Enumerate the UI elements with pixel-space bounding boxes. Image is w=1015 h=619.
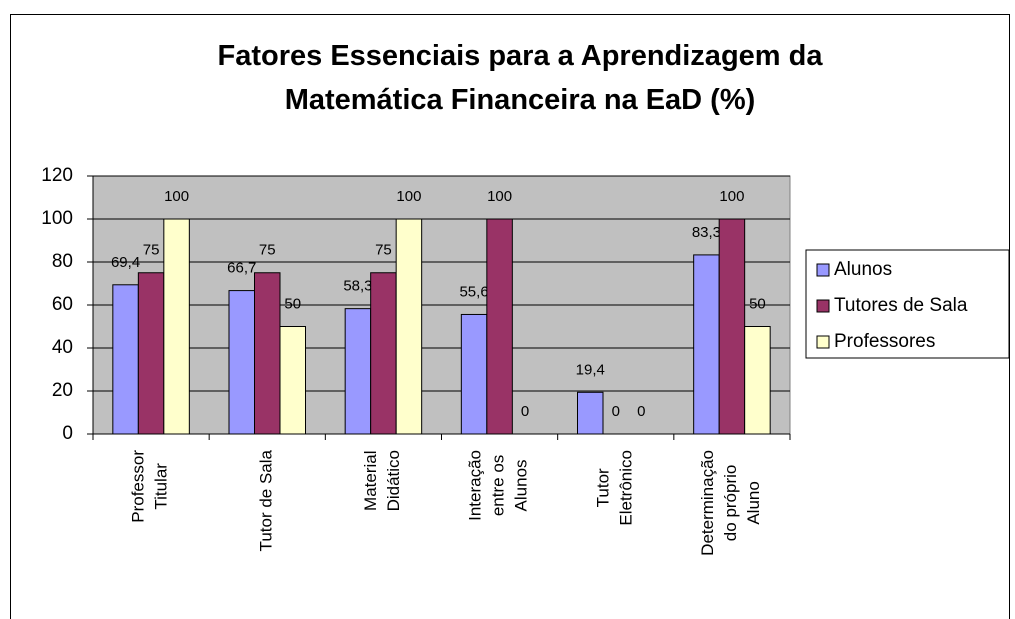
legend-swatch [816, 299, 830, 313]
bar [279, 326, 306, 435]
legend-label: Alunos [834, 259, 892, 280]
data-label: 83,3 [692, 224, 721, 241]
data-label: 0 [612, 403, 620, 420]
bar [163, 218, 190, 435]
bar [254, 272, 281, 435]
x-tick-label: Tutor Eletrônico [594, 450, 636, 526]
y-tick-label: 0 [62, 423, 73, 444]
data-label: 100 [487, 188, 512, 205]
bar [577, 391, 604, 435]
bar [395, 218, 423, 435]
bar [693, 254, 720, 435]
data-label: 50 [749, 295, 766, 312]
bar [228, 290, 255, 435]
y-tick-label: 60 [52, 294, 73, 315]
legend-swatch [816, 335, 830, 349]
y-tick-label: 20 [52, 380, 73, 401]
legend-label: Professores [834, 331, 935, 352]
x-tick-label: Tutor de Sala [257, 449, 276, 551]
bar [744, 326, 771, 435]
data-label: 0 [521, 403, 529, 420]
data-label: 19,4 [576, 361, 605, 378]
bar [344, 308, 372, 435]
data-label: 55,6 [459, 283, 488, 300]
x-tick-label: Interação entre os Alunos [466, 450, 531, 521]
legend-label: Tutores de Sala [834, 295, 968, 316]
x-tick-label: Material Didático [361, 450, 403, 511]
x-tick-label: Professor Titular [129, 450, 171, 523]
legend-swatch [816, 263, 830, 277]
data-label: 100 [164, 188, 189, 205]
chart-title: Fatores Essenciais para a Aprendizagem d… [218, 40, 824, 116]
data-label: 0 [637, 403, 645, 420]
y-tick-label: 40 [52, 337, 73, 358]
data-label: 100 [396, 188, 421, 205]
data-label: 75 [259, 242, 276, 259]
data-label: 50 [284, 295, 301, 312]
y-tick-label: 100 [41, 208, 73, 229]
x-tick-label: Determinação do próprio Aluno [698, 450, 763, 556]
data-label: 100 [719, 188, 744, 205]
data-label: 66,7 [227, 260, 256, 277]
y-tick-label: 120 [41, 165, 73, 186]
legend-box [805, 249, 1010, 359]
bar [137, 272, 165, 435]
data-label: 75 [375, 242, 392, 259]
bar [460, 313, 488, 435]
data-label: 75 [143, 242, 160, 259]
y-tick-label: 80 [52, 251, 73, 272]
bar [370, 272, 397, 435]
data-label: 69,4 [111, 254, 140, 271]
data-label: 58,3 [343, 278, 372, 295]
bar [112, 284, 139, 435]
bar [486, 218, 513, 435]
bar [718, 218, 746, 435]
